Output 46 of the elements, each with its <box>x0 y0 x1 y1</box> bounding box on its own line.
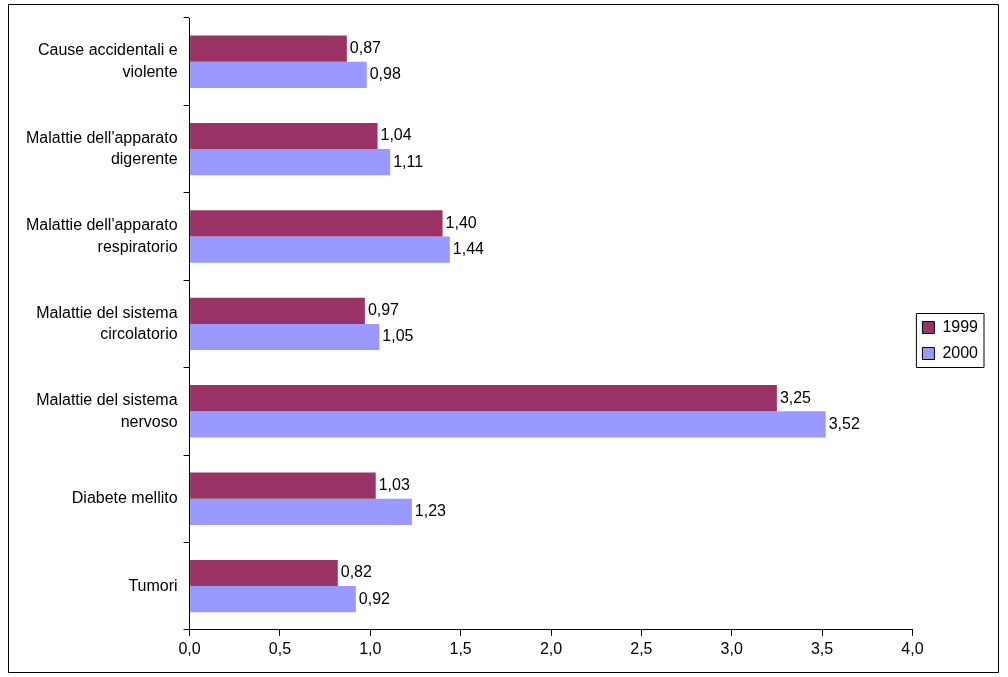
x-tick-label: 0,0 <box>178 639 201 657</box>
legend-label: 1999 <box>942 317 979 335</box>
bar <box>190 586 356 613</box>
x-tick-label: 3,0 <box>720 639 743 657</box>
y-tick-label: Malattie dell'apparato respiratorio <box>26 216 178 255</box>
data-label: 0,82 <box>340 563 373 581</box>
y-tick-label: Cause accidentali e violente <box>37 41 178 80</box>
data-label: 1,04 <box>380 126 412 144</box>
bar <box>190 559 338 587</box>
bar <box>190 122 378 150</box>
data-label: 1,40 <box>445 213 477 231</box>
data-label: 1,05 <box>382 327 414 345</box>
data-label: 1,11 <box>393 152 424 170</box>
bar <box>190 35 347 62</box>
y-tick-label: Tumori <box>128 576 178 594</box>
data-label: 1,23 <box>414 502 447 520</box>
bar <box>190 411 826 438</box>
x-tick-label: 4,0 <box>901 639 924 657</box>
legend-label: 2000 <box>942 343 979 361</box>
x-tick-label: 2,5 <box>630 639 653 657</box>
y-tick-label: Malattie del sistema circolatorio <box>36 303 178 343</box>
data-label: 0,87 <box>349 39 382 56</box>
bar <box>190 210 443 237</box>
bar <box>190 323 380 351</box>
y-tick-label: Malattie del sistema nervoso <box>36 390 178 430</box>
x-tick-label: 2,0 <box>539 639 563 657</box>
data-label: 1,03 <box>378 476 410 493</box>
data-label: 3,25 <box>779 388 812 406</box>
x-tick-label: 0,5 <box>268 639 292 657</box>
y-tick-label: Diabete mellito <box>71 489 178 507</box>
data-label: 3,52 <box>828 414 860 432</box>
x-tick-label: 1,0 <box>359 639 382 657</box>
data-label: 0,92 <box>358 589 391 607</box>
bar <box>190 297 365 324</box>
data-label: 1,44 <box>452 240 485 258</box>
x-tick-label: 1,5 <box>449 639 472 657</box>
bar <box>190 385 777 412</box>
bar <box>190 498 412 525</box>
bar <box>190 149 391 176</box>
x-tick-label: 3,5 <box>810 639 834 657</box>
data-label: 0,98 <box>369 65 401 83</box>
bar <box>190 236 450 263</box>
bar <box>190 61 367 88</box>
bar <box>190 472 376 499</box>
data-label: 0,97 <box>367 301 400 319</box>
y-tick-label: Malattie dell'apparato digerente <box>26 128 178 168</box>
